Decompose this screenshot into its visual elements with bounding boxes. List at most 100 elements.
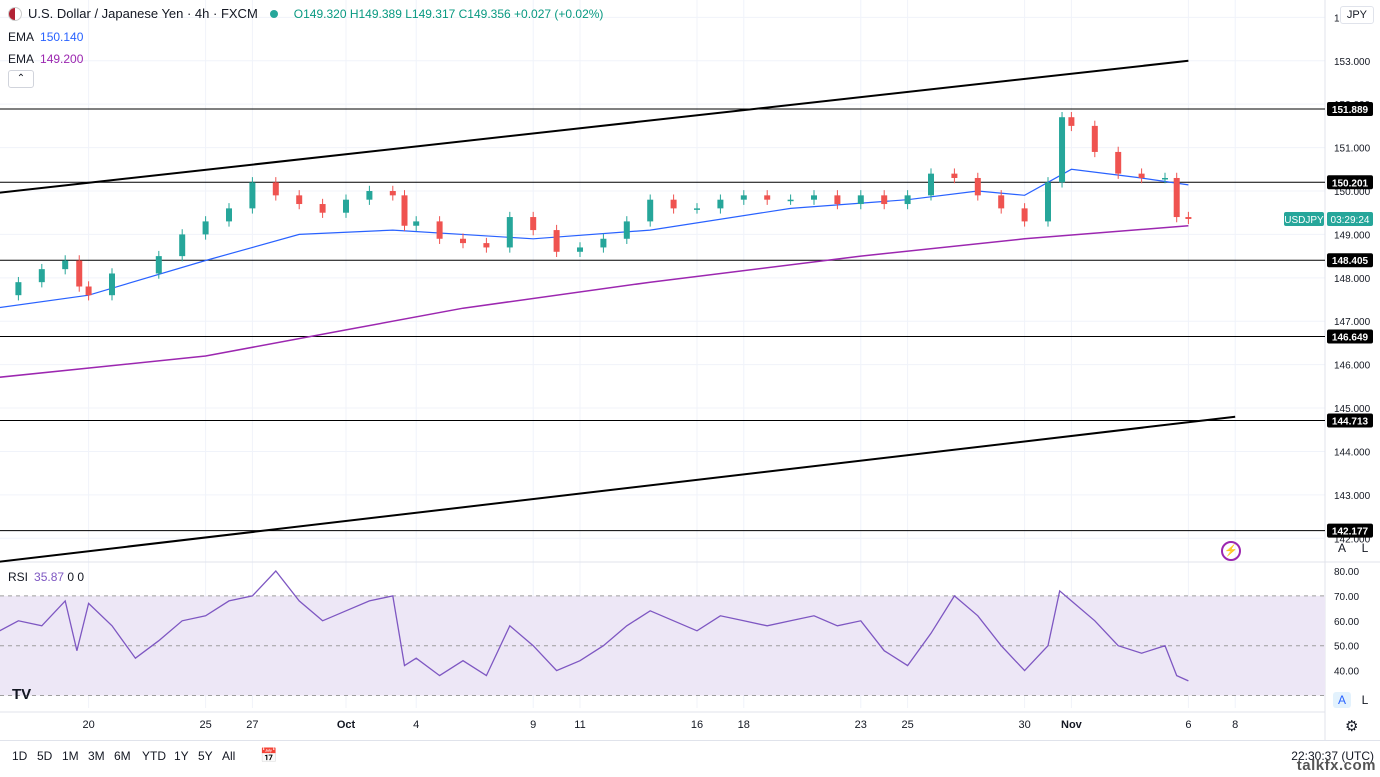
bottom-toolbar: 1D 5D 1M 3M 6M YTD 1Y 5Y All 📅 22:30:37 (UTC) [0,740,1380,777]
candle-body [553,230,560,252]
y-tick-label: 146.000 [1334,361,1371,372]
y-tick-label: 147.000 [1334,317,1371,328]
candle-body [670,199,677,209]
range-button-5d[interactable]: 5D [37,749,53,763]
price-chart[interactable]: 142.000 143.000 144.000 145.000 146.000 147.0… [0,0,1380,740]
auto-scale-button[interactable]: A [1337,541,1346,555]
settings-gear-icon[interactable]: ⚙ [1345,718,1359,735]
candle-body [623,221,630,239]
range-button-1y[interactable]: 1Y [174,749,189,763]
currency-label[interactable]: JPY [1339,6,1374,24]
x-tick-label: 25 [199,719,211,731]
symbol-title[interactable]: U.S. Dollar / Japanese Yen · 4h · FXCM [28,6,258,21]
range-button-3m[interactable]: 3M [88,749,105,763]
x-tick-label: 6 [1185,719,1191,731]
candle-body [109,273,115,296]
rsi-tick-label: 70.00 [1334,592,1359,603]
tradingview-logo-icon[interactable]: TV [12,686,32,703]
trendline [0,415,1236,563]
x-tick-label: 30 [1018,719,1030,731]
candle-body [15,282,22,296]
x-tick-label: 4 [413,719,419,731]
level-tag [1327,523,1373,538]
x-tick-label: 8 [1232,719,1238,731]
y-tick-label: 151.000 [1334,144,1371,155]
range-button-5y[interactable]: 5Y [198,749,213,763]
x-tick-label: 16 [691,719,703,731]
rsi-auto-scale-button[interactable]: A [1333,692,1351,708]
candle-body [1185,217,1192,219]
rsi-tick-label: 50.00 [1334,642,1359,653]
x-tick-label: 20 [82,719,94,731]
ema-slow-legend[interactable]: EMA 149.200 [8,52,83,66]
candle-body [506,217,513,248]
range-button-1d[interactable]: 1D [12,749,28,763]
chart-header: U.S. Dollar / Japanese Yen · 4h · FXCM O… [8,6,603,21]
symbol-tag-bg [1284,211,1324,226]
symbol-tag: USDJPY [1284,215,1324,226]
y-tick-label: 144.000 [1334,447,1371,458]
level-label: 144.713 [1332,417,1369,428]
candle-body [319,204,326,213]
candle-body [1138,173,1145,178]
candle-body [600,238,607,248]
x-tick-label: 23 [855,719,867,731]
watermark: talkfx.com [1296,757,1376,774]
collapse-legend-button[interactable]: ⌃ [8,70,34,88]
ema-fast-legend[interactable]: EMA 150.140 [8,30,83,44]
ema-fast-line [0,168,1189,309]
lightning-icon[interactable]: ⚡ [1221,541,1241,561]
candle-body [76,260,83,287]
level-tag [1327,413,1373,428]
candle-body [85,286,92,296]
candle-body [389,191,396,196]
ema-fast-value: 150.140 [40,30,84,44]
level-label: 150.201 [1332,178,1369,189]
ema-fast-label: EMA [8,30,35,44]
candle-body [62,260,69,270]
level-label: 151.889 [1332,105,1369,116]
candle-body [717,199,724,209]
rsi-log-scale-button[interactable]: L [1361,693,1369,707]
candle-body [436,221,443,239]
y-tick-label: 148.000 [1334,274,1371,285]
candle-body [834,195,841,205]
candle-body [202,221,209,235]
candle-body [928,173,934,196]
candle-body [1091,125,1098,152]
candle-body [1068,117,1075,126]
candle-body [483,243,490,248]
y-tick-label: 145.000 [1334,404,1371,415]
level-tag [1327,253,1373,268]
ema-slow-label: EMA [8,52,35,66]
usd-flag-icon [8,6,22,21]
candle-body [647,199,654,222]
log-scale-button[interactable]: L [1361,541,1369,555]
range-button-1m[interactable]: 1M [62,749,79,763]
clock[interactable]: 22:30:37 (UTC) [1291,749,1374,763]
candle-body [811,195,817,200]
candle-body [38,269,45,283]
range-button-6m[interactable]: 6M [114,749,131,763]
calendar-icon[interactable]: 📅 [260,747,278,763]
candle-body [179,234,186,257]
candle-body [272,182,279,196]
candle-body [904,195,911,205]
range-button-all[interactable]: All [222,749,236,763]
candle-body [1162,177,1168,180]
candle-body [155,256,162,274]
candle-body [1173,177,1180,218]
ema-slow-line [0,224,1189,378]
candle-body [413,221,420,226]
x-tick-label: 18 [738,719,750,731]
rsi-band [0,595,1325,696]
candle-body [343,199,349,213]
rsi-extra-2: 0 [77,570,85,584]
level-tag [1327,175,1373,190]
candle-body [296,195,303,205]
rsi-legend[interactable]: RSI 35.87 0 0 [8,570,84,584]
range-button-ytd[interactable]: YTD [142,749,166,763]
candle-body [1021,208,1028,222]
rsi-label: RSI [8,570,29,584]
candle-body [694,208,700,210]
